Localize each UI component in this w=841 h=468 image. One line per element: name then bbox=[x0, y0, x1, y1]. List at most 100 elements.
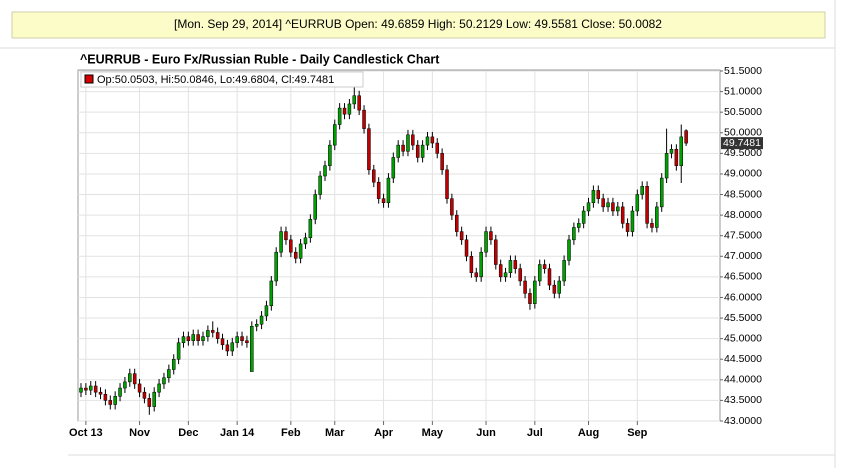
x-tick-label: Jun bbox=[476, 427, 496, 439]
y-tick-label: 47.5000 bbox=[724, 229, 762, 241]
candle-body bbox=[596, 190, 601, 199]
x-tick-label: Aug bbox=[578, 427, 599, 439]
candle-body bbox=[79, 387, 83, 393]
candle-body bbox=[508, 260, 513, 274]
x-tick-label: Jul bbox=[527, 427, 543, 439]
candles bbox=[79, 87, 688, 415]
x-tick-label: Feb bbox=[281, 427, 301, 439]
candle-body bbox=[308, 218, 313, 239]
candle-body bbox=[479, 251, 483, 278]
candle-body bbox=[601, 198, 605, 208]
candle-body bbox=[659, 177, 664, 208]
candle-body bbox=[157, 383, 161, 393]
candle-body bbox=[284, 231, 288, 241]
candle-body bbox=[376, 181, 381, 199]
candle-body bbox=[333, 124, 337, 146]
candle-body bbox=[562, 260, 566, 282]
candle-body bbox=[362, 109, 366, 129]
candle-body bbox=[215, 332, 220, 339]
candle-body bbox=[386, 177, 391, 204]
candle-body bbox=[415, 144, 420, 158]
candle-body bbox=[489, 231, 493, 241]
candle-body bbox=[674, 148, 679, 166]
candle-body bbox=[474, 272, 479, 278]
candle-body bbox=[279, 231, 283, 253]
x-tick-label: Jan 14 bbox=[220, 427, 255, 439]
x-tick-label: Nov bbox=[129, 427, 151, 439]
candle-body bbox=[655, 206, 659, 228]
x-tick-label: Dec bbox=[178, 427, 198, 439]
x-tick-label: Oct 13 bbox=[69, 427, 103, 439]
candle-body bbox=[201, 336, 205, 341]
candle-body bbox=[328, 144, 332, 166]
candle-body bbox=[547, 268, 552, 286]
candle-body bbox=[240, 336, 244, 341]
candle-body bbox=[142, 391, 147, 399]
candle-body bbox=[342, 107, 347, 115]
legend-box bbox=[80, 71, 364, 88]
candle-body bbox=[406, 134, 410, 152]
candle-body bbox=[430, 136, 435, 144]
candle-body bbox=[147, 398, 152, 407]
candle-body bbox=[411, 134, 415, 146]
candle-body bbox=[645, 186, 649, 224]
candle-body bbox=[171, 358, 176, 370]
candle-body bbox=[245, 340, 249, 344]
candle-body bbox=[518, 268, 522, 282]
candle-body bbox=[528, 293, 532, 304]
y-tick-label: 44.5000 bbox=[724, 353, 762, 365]
candle-body bbox=[113, 396, 117, 405]
candle-body bbox=[230, 342, 235, 352]
candle-body bbox=[455, 214, 459, 232]
candle-body bbox=[225, 344, 230, 352]
candle-body bbox=[323, 165, 327, 177]
candle-body bbox=[132, 373, 137, 385]
candle-body bbox=[318, 175, 322, 195]
candle-body bbox=[503, 272, 508, 278]
candle-body bbox=[391, 157, 396, 179]
candle-body bbox=[313, 194, 317, 220]
candle-body bbox=[264, 305, 269, 317]
candle-body bbox=[640, 186, 644, 195]
candle-body bbox=[89, 385, 93, 391]
candle-body bbox=[269, 280, 274, 306]
candle-body bbox=[435, 142, 439, 154]
last-value-label: 49.7481 bbox=[723, 137, 761, 149]
y-tick-label: 48.0000 bbox=[724, 209, 762, 221]
candle-body bbox=[274, 251, 278, 282]
candle-body bbox=[537, 264, 542, 282]
y-tick-label: 44.0000 bbox=[724, 374, 762, 386]
candle-body bbox=[616, 206, 620, 212]
candle-body bbox=[664, 153, 669, 179]
candle-body bbox=[337, 107, 342, 125]
chart-title: ^EURRUB - Euro Fx/Russian Ruble - Daily … bbox=[80, 52, 440, 66]
candle-body bbox=[606, 202, 610, 208]
candle-body bbox=[181, 336, 186, 344]
y-tick-label: 51.0000 bbox=[724, 85, 762, 97]
candle-body bbox=[523, 280, 527, 294]
candle-body bbox=[684, 130, 688, 144]
candle-body bbox=[289, 239, 293, 253]
candle-body bbox=[372, 169, 376, 183]
candle-body bbox=[552, 284, 557, 294]
y-tick-label: 50.0000 bbox=[724, 127, 762, 139]
candle-body bbox=[533, 280, 537, 304]
candle-body bbox=[635, 194, 640, 212]
y-tick-label: 47.0000 bbox=[724, 250, 762, 262]
candle-body bbox=[123, 381, 127, 389]
candle-body bbox=[498, 264, 503, 278]
header-text: [Mon. Sep 29, 2014] ^EURRUB Open: 49.685… bbox=[174, 17, 662, 31]
candle-body bbox=[611, 202, 615, 212]
candle-body bbox=[591, 190, 596, 204]
candle-body bbox=[211, 330, 215, 333]
last-value-box bbox=[721, 137, 763, 150]
y-tick-label: 49.0000 bbox=[724, 168, 762, 180]
y-tick-label: 51.5000 bbox=[724, 65, 762, 77]
candle-body bbox=[650, 223, 654, 228]
candle-body bbox=[630, 210, 635, 232]
legend-swatch bbox=[84, 74, 94, 84]
candle-body bbox=[367, 128, 371, 171]
candle-body bbox=[259, 315, 264, 325]
